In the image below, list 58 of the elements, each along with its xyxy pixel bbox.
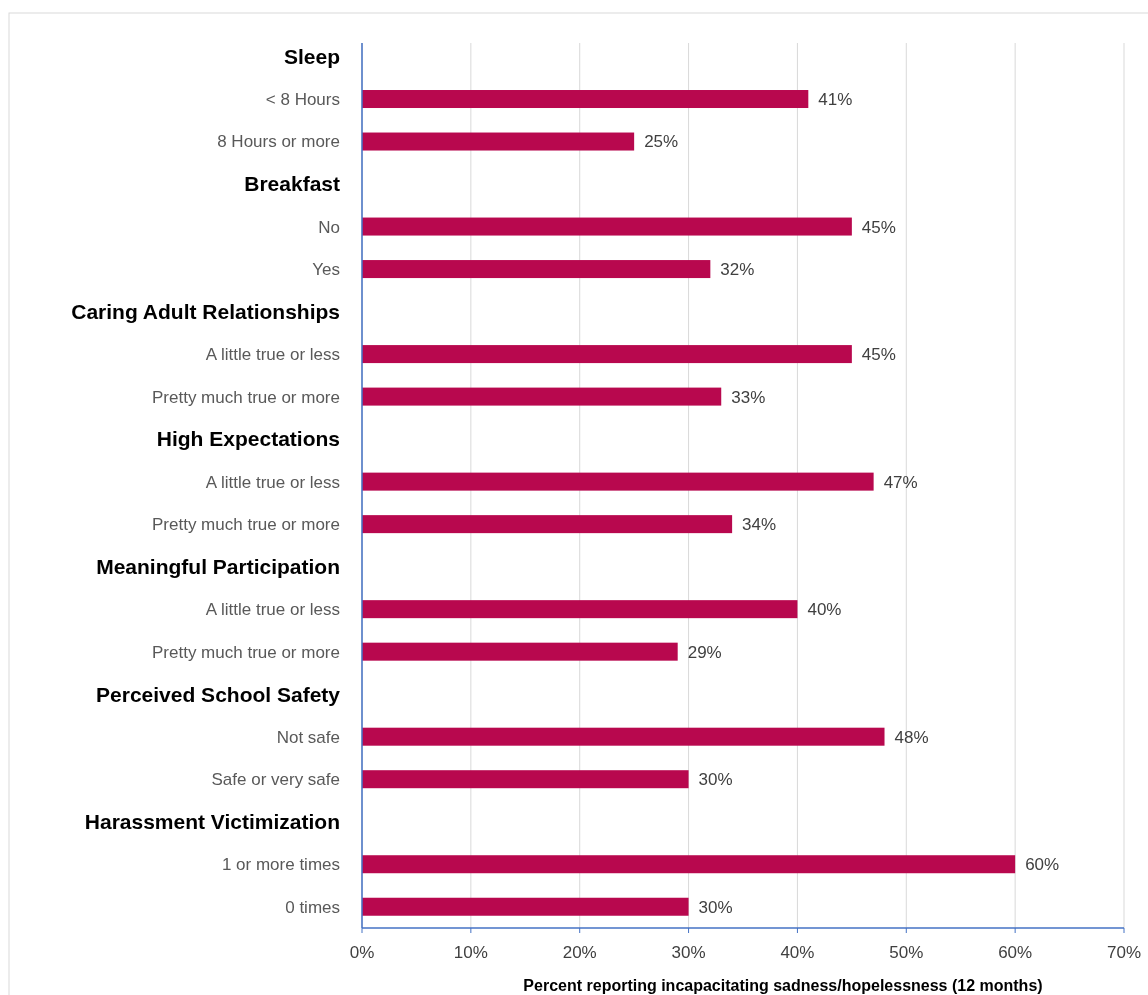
- bar: [362, 770, 689, 789]
- x-tick-label: 60%: [998, 943, 1033, 962]
- y-tick-label: High Expectations: [156, 427, 340, 451]
- bar: [362, 642, 678, 661]
- y-tick-label: Pretty much true or more: [151, 642, 340, 662]
- y-tick-label: Sleep: [283, 44, 340, 68]
- x-tick-label: 70%: [1106, 943, 1142, 962]
- x-tick-label: 30%: [671, 943, 706, 962]
- x-tick-label: 0%: [349, 943, 375, 962]
- y-tick-label: Meaningful Participation: [96, 555, 340, 578]
- bar: [362, 515, 733, 534]
- x-tick-label: 40%: [780, 943, 815, 962]
- y-tick-label: Harassment Victimization: [84, 810, 340, 834]
- data-label: 34%: [742, 515, 777, 535]
- y-tick-label: Safe or very safe: [211, 770, 340, 790]
- y-tick-label: 0 times: [285, 897, 340, 917]
- y-tick-label: A little true or less: [205, 472, 340, 492]
- bar: [362, 132, 635, 151]
- data-label: 45%: [861, 217, 896, 237]
- bar: [362, 387, 722, 406]
- y-tick-label: Breakfast: [244, 172, 340, 196]
- data-label: 40%: [807, 600, 842, 620]
- bar: [362, 600, 798, 619]
- bar: [362, 727, 885, 746]
- y-tick-label: < 8 Hours: [265, 89, 340, 109]
- y-tick-label: No: [318, 217, 340, 237]
- data-label: 33%: [731, 387, 766, 407]
- data-label: 32%: [720, 260, 755, 280]
- bar: [362, 897, 689, 916]
- data-label: 29%: [687, 642, 722, 662]
- y-tick-label: Caring Adult Relationships: [71, 299, 340, 323]
- data-label: 30%: [698, 770, 733, 790]
- data-label: 48%: [894, 727, 929, 747]
- x-tick-label: 50%: [889, 943, 924, 962]
- y-tick-label: Pretty much true or more: [151, 387, 340, 407]
- y-tick-label: Not safe: [276, 727, 340, 747]
- y-tick-label: A little true or less: [205, 600, 340, 620]
- x-tick-label: 10%: [453, 943, 488, 962]
- data-label: 45%: [861, 345, 896, 365]
- data-label: 60%: [1025, 855, 1060, 875]
- data-label: 47%: [883, 472, 918, 492]
- bar: [362, 472, 874, 491]
- y-tick-label: 8 Hours or more: [217, 132, 340, 152]
- bar: [362, 90, 809, 109]
- bar: [362, 345, 852, 364]
- y-tick-label: 1 or more times: [221, 855, 340, 875]
- data-label: 25%: [644, 132, 679, 152]
- y-tick-label: A little true or less: [205, 345, 340, 365]
- data-label: 30%: [698, 897, 733, 917]
- x-tick-label: 20%: [562, 943, 597, 962]
- x-axis-title: Percent reporting incapacitating sadness/hopelessness (12 months): [523, 977, 1043, 994]
- y-tick-label: Yes: [312, 260, 340, 280]
- bar: [362, 260, 711, 279]
- bar: [362, 855, 1016, 874]
- y-tick-label: Perceived School Safety: [96, 682, 341, 706]
- bar: [362, 217, 852, 236]
- data-label: 41%: [818, 89, 853, 109]
- y-tick-label: Pretty much true or more: [151, 515, 340, 535]
